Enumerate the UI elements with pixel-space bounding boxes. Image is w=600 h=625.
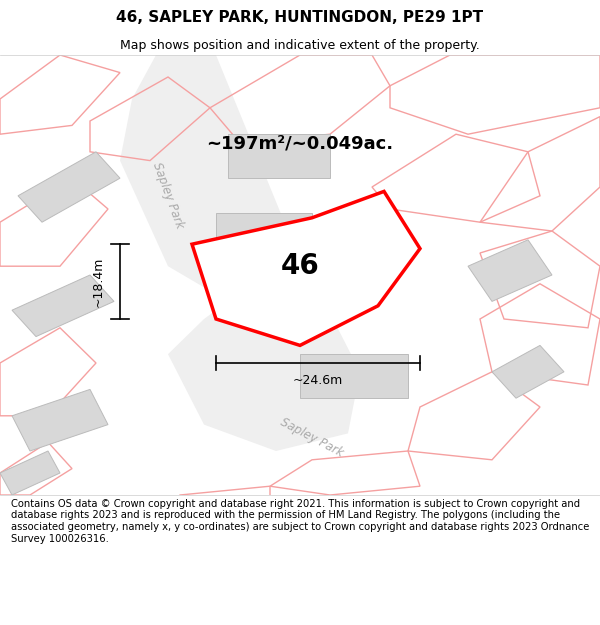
Text: 46, SAPLEY PARK, HUNTINGDON, PE29 1PT: 46, SAPLEY PARK, HUNTINGDON, PE29 1PT — [116, 10, 484, 25]
Polygon shape — [192, 191, 420, 346]
Text: ~24.6m: ~24.6m — [293, 374, 343, 387]
Polygon shape — [18, 152, 120, 222]
Polygon shape — [12, 389, 108, 451]
Text: Contains OS data © Crown copyright and database right 2021. This information is : Contains OS data © Crown copyright and d… — [11, 499, 589, 544]
Polygon shape — [12, 275, 114, 337]
Polygon shape — [300, 354, 408, 398]
Polygon shape — [120, 55, 288, 301]
Text: Map shows position and indicative extent of the property.: Map shows position and indicative extent… — [120, 39, 480, 51]
Text: Sapley Park: Sapley Park — [150, 161, 186, 231]
Polygon shape — [216, 213, 312, 253]
Polygon shape — [228, 134, 330, 178]
Text: Sapley Park: Sapley Park — [278, 416, 346, 460]
Polygon shape — [168, 231, 360, 451]
Text: ~197m²/~0.049ac.: ~197m²/~0.049ac. — [206, 134, 394, 152]
Polygon shape — [492, 346, 564, 398]
Text: 46: 46 — [281, 253, 319, 280]
Polygon shape — [0, 451, 60, 495]
Text: ~18.4m: ~18.4m — [92, 256, 105, 307]
Polygon shape — [468, 240, 552, 301]
